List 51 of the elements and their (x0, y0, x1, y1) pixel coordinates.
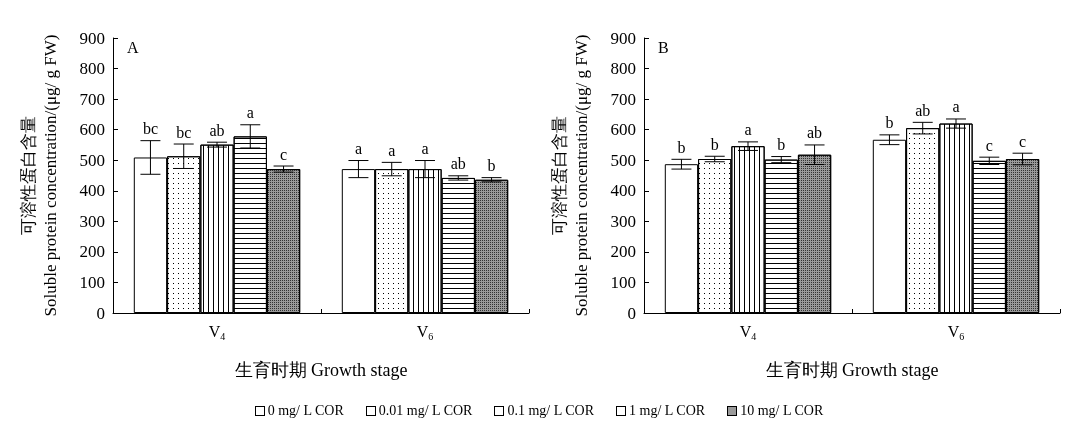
legend-label: 0.01 mg/ L COR (378, 403, 473, 419)
data-label: a (388, 141, 396, 159)
data-label: a (952, 98, 960, 116)
chart-title: A (127, 38, 139, 56)
data-label: ab (209, 121, 225, 139)
y-tick-label: 800 (79, 59, 105, 79)
data-label: c (1019, 132, 1027, 150)
y-tick-label: 300 (610, 211, 636, 231)
y-tick-label: 0 (627, 303, 636, 323)
x-axis-title: 生育时期 Growth stage (765, 360, 939, 380)
data-label: ab (915, 101, 931, 119)
data-label: b (777, 136, 786, 154)
data-label: bc (142, 120, 158, 138)
y-tick-label: 200 (79, 242, 105, 262)
data-label: c (985, 136, 993, 154)
y-axis-title: 可溶性蛋白含量 Soluble protein concentration/(μg/ g FW) (18, 34, 60, 317)
data-label: c (280, 145, 288, 163)
y-tick-label: 100 (610, 272, 636, 292)
y-tick-label: 200 (610, 242, 636, 262)
y-tick-label: 400 (79, 181, 105, 201)
x-axis-title: 生育时期 Growth stage (234, 360, 408, 380)
y-tick-label: 500 (79, 150, 105, 170)
chart-title: B (658, 38, 669, 56)
data-label: ab (450, 155, 466, 173)
data-label: a (744, 121, 752, 139)
y-tick-label: 300 (79, 211, 105, 231)
y-tick-label: 700 (610, 89, 636, 109)
y-axis-title: 可溶性蛋白含量 Soluble protein concentration/(μg/ g FW) (549, 34, 591, 317)
data-label: a (246, 104, 254, 122)
legend-label: 1 mg/ L COR (629, 403, 706, 419)
data-label: b (677, 138, 686, 156)
y-tick-label: 900 (79, 28, 105, 48)
y-tick-label: 700 (79, 89, 105, 109)
y-tick-label: 500 (610, 150, 636, 170)
legend-label: 10 mg/ L COR (740, 403, 824, 419)
y-tick-label: 100 (79, 272, 105, 292)
y-tick-label: 600 (79, 120, 105, 140)
legend-label: 0 mg/ L COR (267, 403, 344, 419)
y-tick-label: 900 (610, 28, 636, 48)
data-label: b (487, 157, 496, 175)
data-label: bc (176, 123, 192, 141)
legend-label: 0.1 mg/ L COR (507, 403, 595, 419)
data-label: a (354, 140, 362, 158)
y-tick-label: 400 (610, 181, 636, 201)
data-label: b (710, 135, 719, 153)
y-tick-label: 600 (610, 120, 636, 140)
data-label: ab (807, 124, 823, 142)
y-tick-label: 0 (96, 303, 105, 323)
y-tick-label: 800 (610, 59, 636, 79)
data-label: a (421, 140, 429, 158)
data-label: b (885, 114, 894, 132)
